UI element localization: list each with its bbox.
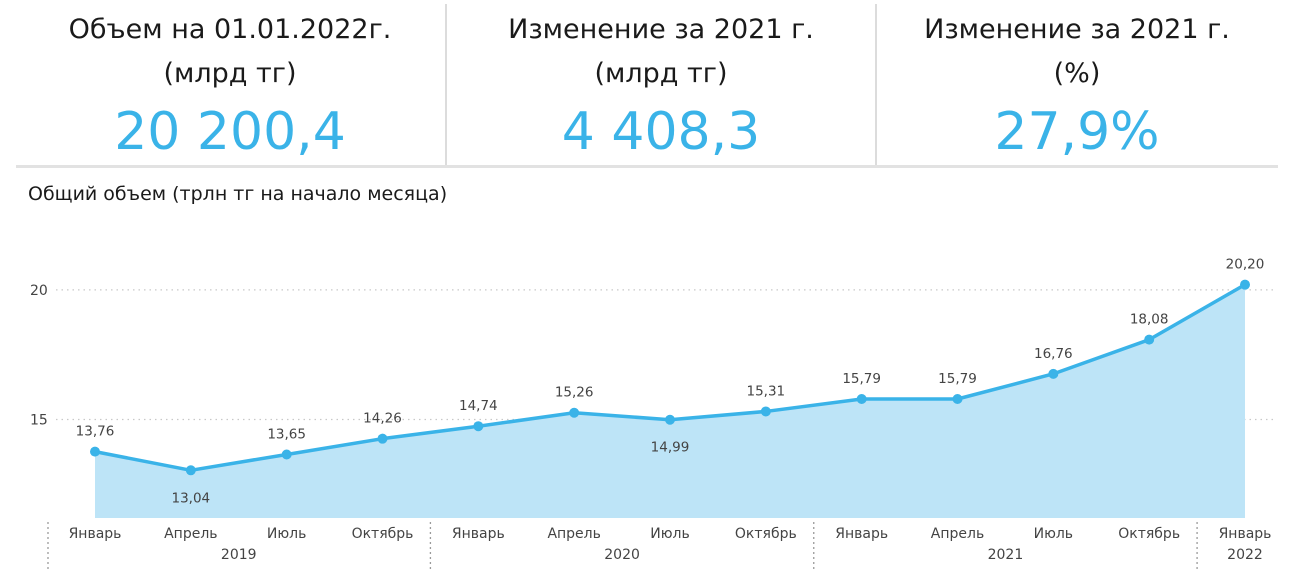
data-label: 18,08: [1130, 312, 1169, 328]
kpi-value: 4 408,3: [561, 102, 761, 162]
kpi-value: 27,9%: [994, 102, 1160, 162]
data-label: 14,74: [459, 398, 498, 414]
data-point: [952, 394, 963, 404]
data-point: [856, 394, 867, 404]
x-tick-label: Июль: [650, 526, 689, 542]
kpi-value: 20 200,4: [114, 102, 346, 162]
y-tick-label: 20: [30, 283, 48, 299]
data-label: 13,76: [76, 424, 115, 440]
data-point: [377, 433, 388, 444]
kpi-title: Объем на 01.01.2022г. (млрд тг): [16, 8, 444, 96]
data-point: [1144, 334, 1155, 345]
series-area: [95, 284, 1245, 518]
data-point: [1240, 279, 1250, 290]
data-label: 15,79: [842, 371, 881, 387]
x-tick-label: Апрель: [931, 526, 984, 542]
kpi-card-change-abs: Изменение за 2021 г. (млрд тг) 4 408,3: [447, 0, 875, 166]
data-point: [1048, 368, 1059, 379]
x-tick-label: Январь: [452, 526, 505, 542]
data-label: 14,26: [363, 411, 402, 427]
data-label: 15,26: [555, 385, 594, 401]
kpi-title-line2: (%): [1053, 58, 1101, 89]
data-label: 13,04: [172, 490, 211, 506]
x-tick-label: Январь: [835, 526, 888, 542]
kpi-title-line1: Объем на 01.01.2022г.: [68, 14, 392, 45]
kpi-bottom-rule: [16, 165, 1278, 168]
x-tick-label: Октябрь: [352, 526, 414, 542]
x-tick-label: Апрель: [164, 526, 217, 542]
kpi-title: Изменение за 2021 г. (млрд тг): [447, 8, 875, 96]
data-label: 15,79: [938, 371, 977, 387]
kpi-row: Объем на 01.01.2022г. (млрд тг) 20 200,4…: [0, 0, 1293, 168]
x-tick-label: Июль: [1034, 526, 1073, 542]
x-tick-label: Октябрь: [735, 526, 797, 542]
data-point: [90, 446, 100, 457]
data-point: [185, 465, 196, 476]
x-tick-label: Январь: [69, 526, 122, 542]
kpi-divider: [875, 4, 877, 166]
data-point: [569, 407, 580, 418]
kpi-title-line1: Изменение за 2021 г.: [924, 14, 1230, 45]
x-tick-label: Июль: [267, 526, 306, 542]
line-area-chart: 15 20 13,76 13,04 13,65 14,26 14,74 15,26 14,99 1…: [30, 257, 1275, 572]
kpi-title-line2: (млрд тг): [594, 58, 728, 89]
kpi-title-line1: Изменение за 2021 г.: [508, 14, 814, 45]
x-group-label: 2022: [1227, 547, 1263, 563]
x-group-label: 2020: [604, 547, 640, 563]
kpi-card-change-pct: Изменение за 2021 г. (%) 27,9%: [877, 0, 1277, 166]
data-point: [760, 406, 771, 417]
y-tick-label: 15: [30, 412, 48, 428]
x-group-label: 2019: [221, 547, 257, 563]
kpi-divider: [445, 4, 447, 166]
kpi-title-line2: (млрд тг): [163, 58, 297, 89]
data-label: 20,20: [1226, 257, 1265, 273]
x-group-label: 2021: [988, 547, 1024, 563]
data-point: [665, 414, 675, 425]
x-tick-label: Январь: [1219, 526, 1272, 542]
data-point: [473, 421, 484, 432]
data-label: 14,99: [651, 440, 690, 456]
kpi-title: Изменение за 2021 г. (%): [877, 8, 1277, 96]
data-label: 16,76: [1034, 346, 1073, 362]
kpi-card-volume: Объем на 01.01.2022г. (млрд тг) 20 200,4: [16, 0, 444, 166]
x-tick-label: Октябрь: [1118, 526, 1180, 542]
data-label: 15,31: [747, 383, 786, 399]
data-point: [281, 449, 292, 460]
x-tick-label: Апрель: [547, 526, 600, 542]
data-label: 13,65: [267, 426, 306, 442]
chart-title: Общий объем (трлн тг на начало месяца): [28, 183, 448, 205]
